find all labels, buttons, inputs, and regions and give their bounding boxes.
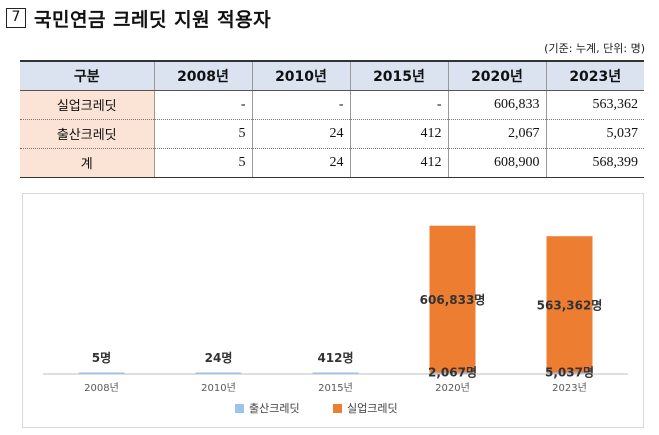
legend-swatch-birth [235,404,244,413]
data-label-birth: 2,067명 [428,365,477,379]
table-cell: 5 [153,119,252,149]
x-tick-label: 2023년 [552,382,587,394]
table-cell: - [153,90,252,120]
table-cell: 563,362 [545,90,644,120]
header-2010: 2010년 [251,60,350,91]
legend-label: 출산크레딧 [249,402,300,415]
row-label: 실업크레딧 [20,90,154,120]
table-cell: 5,037 [545,119,644,149]
data-label-birth: 5명 [92,351,111,365]
header-2023: 2023년 [545,60,644,91]
row-label: 출산크레딧 [20,119,154,149]
table-cell: - [349,90,448,120]
bar-birth-4 [546,372,593,374]
data-label-unemployment: 563,362명 [537,298,603,312]
page-title: 7 국민연금 크레딧 지원 적용자 [6,5,271,31]
table-cell: 608,900 [447,148,546,178]
header-2015: 2015년 [349,60,448,91]
bar-unemployment-4 [546,236,593,373]
legend-label: 실업크레딧 [347,402,398,415]
table-cell: 24 [251,148,350,178]
x-tick-label: 2008년 [84,382,119,394]
x-tick-label: 2020년 [435,382,470,394]
x-tick-label: 2010년 [201,382,236,394]
chart-container: 2008년 2010년 2015년 2020년 2023년 5명 24명 412명 2,067명… [22,193,644,428]
table-cell: 5 [153,148,252,178]
table-cell: 24 [251,119,350,149]
data-label-unemployment: 606,833명 [420,293,486,307]
bar-birth-1 [195,372,242,374]
table-row: 계 5 24 412 608,900 568,399 [20,148,644,178]
unit-note: (기준: 누계, 단위: 명) [544,42,645,55]
x-tick-label: 2015년 [318,382,353,394]
legend-swatch-unemployment [333,404,342,413]
header-2008: 2008년 [153,60,252,91]
data-label-birth: 412명 [317,351,353,365]
table-cell: - [251,90,350,120]
stacked-bar-chart: 2008년 2010년 2015년 2020년 2023년 5명 24명 412명 2,067명… [43,225,628,415]
row-label: 계 [20,148,154,178]
table-cell: 412 [349,148,448,178]
section-number: 7 [6,8,26,28]
table-cell: 412 [349,119,448,149]
bar-birth-3 [429,372,476,374]
data-label-birth: 24명 [205,351,233,365]
table-row: 출산크레딧 5 24 412 2,067 5,037 [20,119,644,149]
header-category: 구분 [20,60,154,91]
header-2020: 2020년 [447,60,546,91]
table-cell: 606,833 [447,90,546,120]
data-table: 구분 2008년 2010년 2015년 2020년 2023년 실업크레딧 -… [20,60,644,178]
data-label-birth: 5,037명 [545,365,594,379]
table-header-row: 구분 2008년 2010년 2015년 2020년 2023년 [20,60,644,91]
table-cell: 2,067 [447,119,546,149]
table-row: 실업크레딧 - - - 606,833 563,362 [20,90,644,120]
bar-birth-2 [312,372,359,374]
table-cell: 568,399 [545,148,644,178]
bar-birth-0 [78,372,125,374]
bar-unemployment-3 [429,225,476,373]
title-text: 국민연금 크레딧 지원 적용자 [34,8,272,31]
